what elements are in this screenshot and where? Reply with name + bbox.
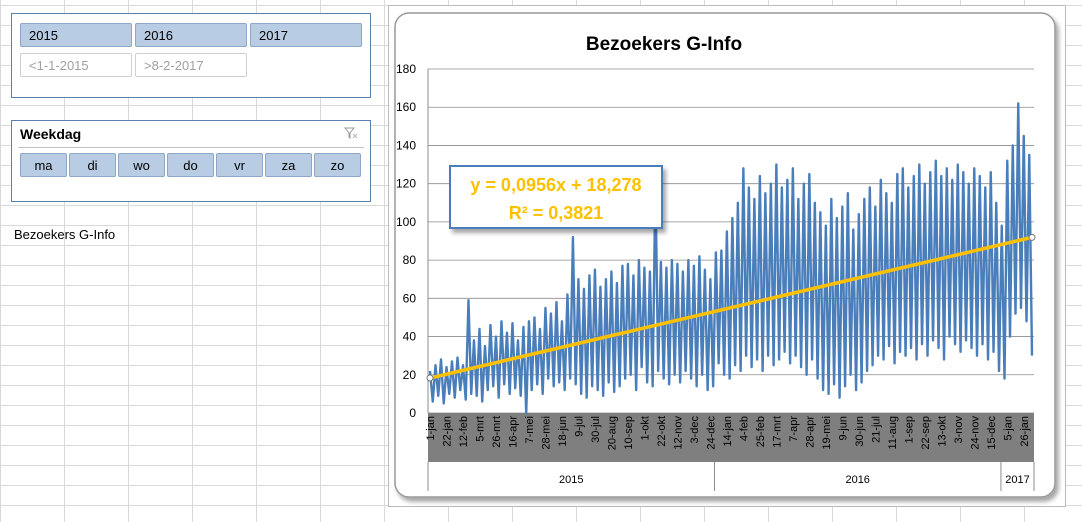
cell-text: Bezoekers G-Info <box>14 227 116 242</box>
slicer-button[interactable]: di <box>69 153 116 177</box>
slicer-button[interactable]: za <box>265 153 312 177</box>
x-tick-label: 22-jan <box>441 416 453 447</box>
slicer-button[interactable]: do <box>167 153 214 177</box>
x-tick-label: 26-mrt <box>491 416 503 448</box>
x-tick-label: 25-feb <box>755 416 767 447</box>
x-tick-label: 9-jul <box>573 416 585 437</box>
trendline-handle <box>426 374 434 382</box>
x-tick-label: 1-jan <box>425 416 437 440</box>
slicer-button[interactable]: 2016 <box>135 23 247 47</box>
x-tick-label: 14-jan <box>722 416 734 447</box>
y-tick-label: 80 <box>403 253 417 267</box>
x-tick-label: 24-dec <box>705 416 717 450</box>
x-tick-label: 7-mei <box>524 416 536 444</box>
x-tick-label: 18-jun <box>557 416 569 447</box>
y-tick-label: 0 <box>409 406 416 420</box>
x-group-label: 2017 <box>1005 474 1029 486</box>
y-tick-label: 160 <box>396 100 416 114</box>
x-group-label: 2016 <box>845 474 869 486</box>
divider <box>18 147 364 148</box>
slicer-button[interactable]: wo <box>118 153 165 177</box>
y-tick-label: 120 <box>396 177 416 191</box>
x-tick-label: 21-jul <box>870 416 882 443</box>
x-tick-label: 30-jun <box>854 416 866 447</box>
x-tick-label: 11-aug <box>887 416 899 449</box>
slicer-button[interactable]: >8-2-2017 <box>135 53 247 77</box>
x-tick-label: 30-jul <box>590 416 602 443</box>
chart-title: Bezoekers G-Info <box>586 34 742 55</box>
x-tick-label: 22-okt <box>656 416 668 447</box>
x-group-label: 2015 <box>559 474 583 486</box>
x-tick-label: 5-mrt <box>474 416 486 442</box>
slicer-title: Weekdag <box>20 126 82 142</box>
slicer-button[interactable]: vr <box>216 153 263 177</box>
x-tick-label: 13-okt <box>936 416 948 447</box>
category-band <box>428 413 1034 462</box>
x-tick-label: 15-dec <box>986 416 998 450</box>
year-slicer: 2015 2016 2017 <1-1-2015 >8-2-2017 <box>11 13 371 98</box>
x-tick-label: 7-apr <box>788 416 800 442</box>
trendline <box>429 235 1033 380</box>
x-tick-label: 17-mrt <box>771 416 783 448</box>
x-tick-label: 26-jan <box>1019 416 1031 447</box>
slicer-button[interactable]: zo <box>314 153 361 177</box>
trendline-handle <box>1028 233 1036 241</box>
x-tick-label: 10-sep <box>623 416 635 450</box>
slicer-button[interactable]: 2015 <box>20 23 132 47</box>
y-tick-label: 180 <box>396 62 416 76</box>
y-tick-label: 60 <box>403 291 417 305</box>
slicer-button[interactable]: <1-1-2015 <box>20 53 132 77</box>
clear-filter-icon[interactable] <box>344 126 358 140</box>
x-tick-label: 28-mei <box>540 416 552 450</box>
x-tick-label: 24-nov <box>969 416 981 450</box>
slicer-button[interactable]: ma <box>20 153 67 177</box>
x-tick-label: 22-sep <box>920 416 932 450</box>
x-tick-label: 12-feb <box>458 416 470 447</box>
x-tick-label: 5-jan <box>1002 416 1014 440</box>
x-tick-label: 12-nov <box>672 416 684 450</box>
x-tick-label: 1-okt <box>639 416 651 440</box>
trendline-equation: y = 0,0956x + 18,278 <box>470 175 641 195</box>
slicer-button[interactable]: 2017 <box>250 23 362 47</box>
x-tick-label: 20-aug <box>606 416 618 450</box>
weekday-slicer: Weekdag ma di wo do vr za zo <box>11 120 371 202</box>
y-tick-label: 140 <box>396 138 416 152</box>
x-tick-label: 3-dec <box>689 416 701 444</box>
x-tick-label: 19-mei <box>821 416 833 450</box>
y-tick-label: 40 <box>403 330 417 344</box>
x-tick-label: 9-jun <box>837 416 849 440</box>
x-tick-label: 4-feb <box>738 416 750 441</box>
y-tick-label: 20 <box>403 368 417 382</box>
x-tick-label: 16-apr <box>507 416 519 448</box>
x-tick-label: 28-apr <box>804 416 816 448</box>
x-tick-label: 3-nov <box>953 416 965 444</box>
y-tick-label: 100 <box>396 215 416 229</box>
x-tick-label: 1-sep <box>903 416 915 444</box>
trendline-r2: R² = 0,3821 <box>509 203 604 223</box>
trendline-label-box <box>449 165 663 229</box>
